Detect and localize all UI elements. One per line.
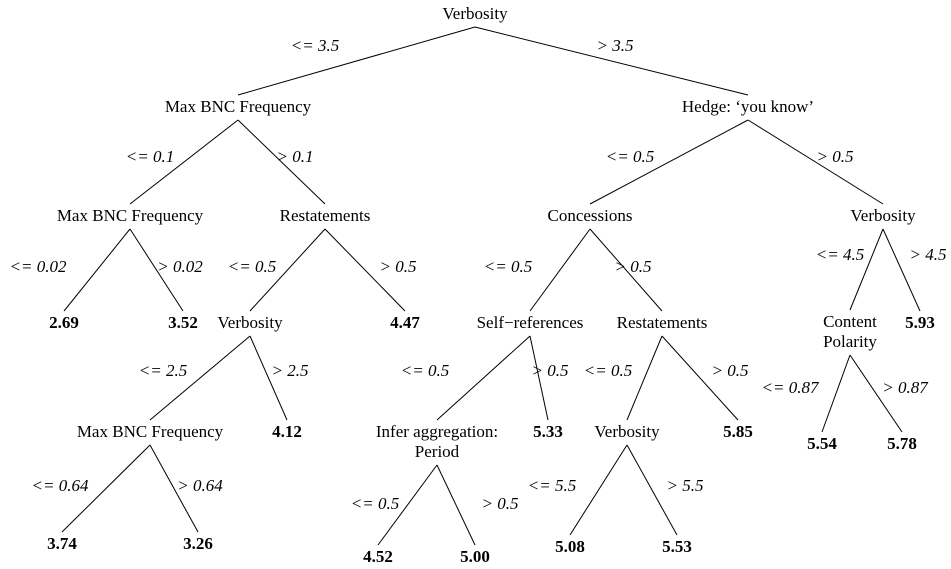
tree-edge <box>61 444 151 533</box>
leaf-value: 3.74 <box>47 534 77 553</box>
edge-label: <= 0.02 <box>10 257 67 276</box>
leaf-value: 5.78 <box>887 434 917 453</box>
node-label: Verbosity <box>217 313 283 332</box>
edge-label: > 0.5 <box>817 147 854 166</box>
tree-edge <box>377 464 438 546</box>
edge-label: > 0.5 <box>615 257 652 276</box>
leaf-value: 5.33 <box>533 422 563 441</box>
edge-label: > 0.1 <box>277 147 314 166</box>
leaf-value: 5.85 <box>723 422 753 441</box>
tree-edge <box>849 354 903 433</box>
tree-edge <box>589 119 749 205</box>
tree-edge <box>589 228 663 312</box>
edge-label: > 0.64 <box>177 476 223 495</box>
tree-edge <box>63 228 131 312</box>
node-label: Verbosity <box>594 422 660 441</box>
edge-label: > 2.5 <box>272 361 309 380</box>
tree-edge <box>436 335 531 421</box>
edge-label: <= 0.5 <box>401 361 449 380</box>
edge-label: > 0.87 <box>882 378 929 397</box>
leaf-value: 3.26 <box>183 534 213 553</box>
tree-edge <box>882 228 921 312</box>
leaf-value: 2.69 <box>49 313 79 332</box>
tree-edge <box>149 444 199 533</box>
node-label: Self−references <box>477 313 584 332</box>
edge-label: > 0.5 <box>712 361 749 380</box>
edge-label: <= 0.5 <box>606 147 654 166</box>
edge-label: <= 3.5 <box>291 36 339 55</box>
edge-label: > 0.5 <box>532 361 569 380</box>
node-label: Polarity <box>823 332 877 351</box>
edge-label: > 0.02 <box>157 257 203 276</box>
tree-edge <box>529 228 591 312</box>
tree-edge <box>849 228 884 311</box>
tree-edge <box>529 335 549 421</box>
edge-label: <= 0.5 <box>484 257 532 276</box>
edge-label: <= 0.87 <box>762 378 820 397</box>
edge-label: <= 0.5 <box>351 494 399 513</box>
edge-label: > 0.5 <box>482 494 519 513</box>
node-label: Period <box>415 442 460 461</box>
tree-edge <box>237 26 476 96</box>
edge-label: <= 2.5 <box>139 361 187 380</box>
tree-edge <box>249 335 288 421</box>
tree-edge <box>129 119 239 205</box>
node-label: Restatements <box>617 313 708 332</box>
leaf-value: 4.12 <box>272 422 302 441</box>
tree-edge <box>569 444 628 536</box>
tree-edge <box>821 354 851 433</box>
leaf-value: 4.47 <box>390 313 420 332</box>
edge-label: <= 0.1 <box>126 147 174 166</box>
tree-edge <box>626 444 678 536</box>
leaf-value: 5.54 <box>807 434 837 453</box>
leaf-value: 3.52 <box>168 313 198 332</box>
tree-edge <box>436 464 476 546</box>
node-label: Infer aggregation: <box>376 422 498 441</box>
node-label: Verbosity <box>850 206 916 225</box>
edge-label: > 0.5 <box>380 257 417 276</box>
edge-label: <= 0.64 <box>32 476 89 495</box>
edge-label: <= 4.5 <box>816 245 864 264</box>
node-label: Max BNC Frequency <box>57 206 204 225</box>
node-label: Concessions <box>548 206 633 225</box>
edge-label: > 5.5 <box>667 476 704 495</box>
edge-label: <= 0.5 <box>584 361 632 380</box>
leaf-value: 5.93 <box>905 313 935 332</box>
tree-edge <box>626 335 663 421</box>
node-label: Hedge: ‘you know’ <box>682 97 814 116</box>
node-label: Content <box>823 312 877 331</box>
node-label: Max BNC Frequency <box>165 97 312 116</box>
tree-edge <box>474 26 749 96</box>
node-label: Max BNC Frequency <box>77 422 224 441</box>
leaf-value: 5.00 <box>460 547 490 566</box>
edge-label: > 3.5 <box>597 36 634 55</box>
tree-edge <box>661 335 739 421</box>
leaf-value: 5.53 <box>662 537 692 556</box>
tree-edge <box>747 119 884 205</box>
edge-label: <= 5.5 <box>528 476 576 495</box>
leaf-value: 4.52 <box>363 547 393 566</box>
leaf-value: 5.08 <box>555 537 585 556</box>
tree-edge <box>249 228 326 312</box>
tree-edge <box>237 119 326 205</box>
node-label: Verbosity <box>442 4 508 23</box>
tree-edge <box>324 228 406 312</box>
edge-label: > 4.5 <box>910 245 947 264</box>
edge-label: <= 0.5 <box>228 257 276 276</box>
tree-edge <box>149 335 251 421</box>
node-label: Restatements <box>280 206 371 225</box>
tree-edge <box>129 228 184 312</box>
